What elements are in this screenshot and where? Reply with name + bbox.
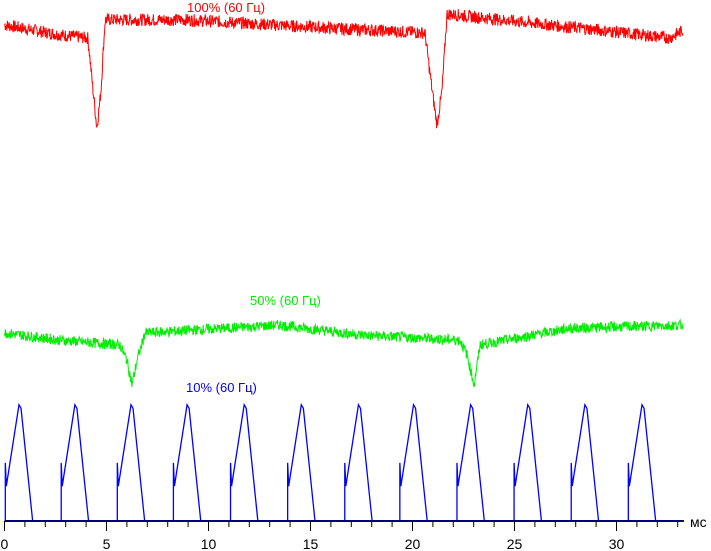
series-line-10 — [4, 402, 684, 522]
x-tick-label: 0 — [1, 536, 9, 551]
x-tick-label: 5 — [103, 536, 111, 551]
series-line-50 — [4, 318, 684, 388]
x-axis: 0 5 10 15 20 25 30 — [1, 520, 684, 551]
x-tick-label: 15 — [303, 536, 319, 551]
series-label-10: 10% (60 Гц) — [186, 380, 257, 395]
x-tick-label: 25 — [507, 536, 523, 551]
series-label-100: 100% (60 Гц) — [187, 0, 265, 15]
x-tick-label: 10 — [201, 536, 217, 551]
series-line-100 — [4, 9, 684, 129]
series-label-50: 50% (60 Гц) — [250, 293, 321, 308]
x-tick-label: 20 — [405, 536, 421, 551]
x-tick-label: 30 — [609, 536, 625, 551]
x-axis-unit: мс — [690, 514, 707, 530]
